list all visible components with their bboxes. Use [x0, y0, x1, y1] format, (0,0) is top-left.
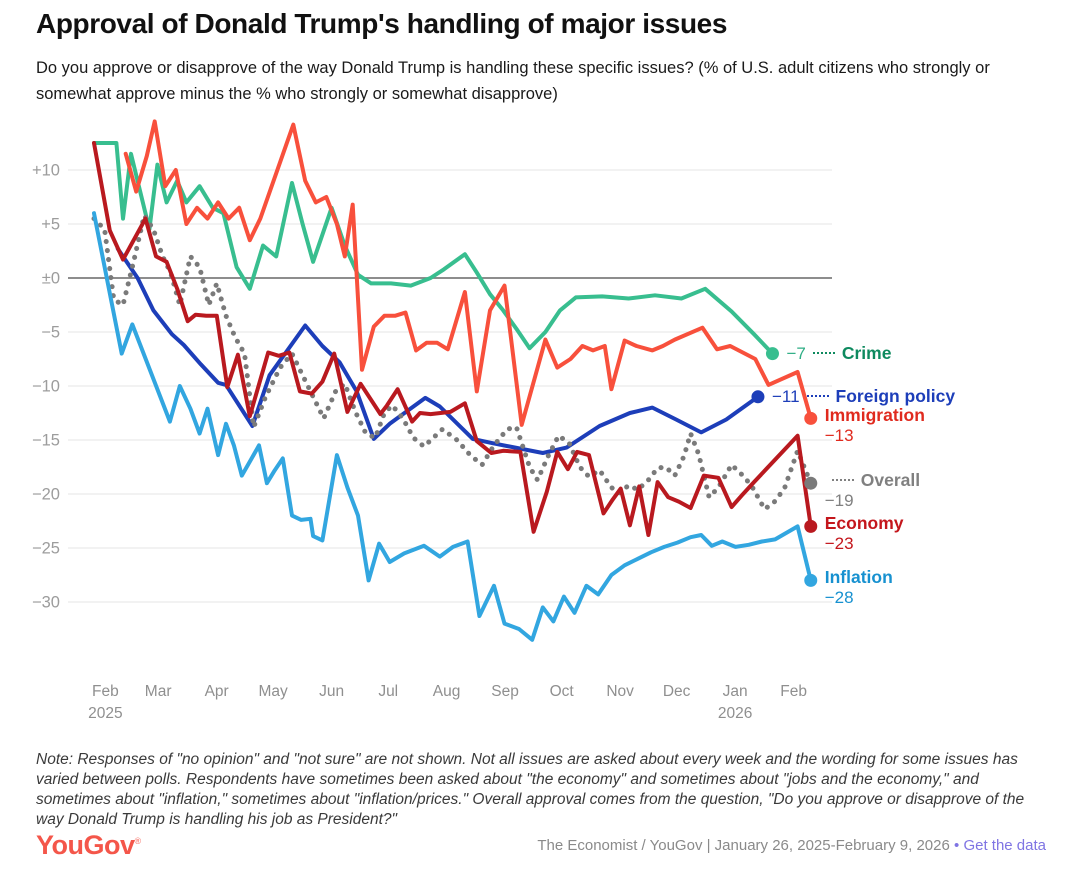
series-line-crime: [92, 141, 775, 356]
source-attribution: The Economist / YouGov | January 26, 202…: [537, 837, 950, 854]
source-line: The Economist / YouGov | January 26, 202…: [537, 837, 1046, 854]
x-month-label: Jan: [723, 683, 748, 700]
series-label-crime: −7 Crime: [786, 342, 892, 364]
x-month-label: Nov: [606, 683, 634, 700]
y-tick-label: +5: [41, 216, 60, 234]
x-month-label: Aug: [433, 683, 461, 700]
x-year-label: 2026: [718, 705, 752, 722]
footnote: Note: Responses of "no opinion" and "not…: [36, 751, 1025, 829]
y-tick-label: −30: [32, 594, 60, 612]
series-line-overall: [91, 212, 814, 512]
series-end-dot-foreign_policy: [751, 390, 765, 404]
chart-canvas: +10 +5 ±0 −5 −10 −15 −20 −25 −30 Feb 2025 Mar Apr May…: [32, 119, 832, 722]
series-end-dot-inflation: [804, 573, 818, 587]
y-tick-label: +10: [32, 162, 60, 180]
chart-subtitle: Do you approve or disapprove of the way …: [36, 59, 990, 103]
series-line-inflation: [92, 211, 813, 642]
x-year-label: 2025: [88, 705, 122, 722]
yougov-logo-text: YouGov: [36, 830, 135, 860]
registered-mark-icon: ®: [134, 836, 142, 846]
series-line-foreign_policy: [115, 246, 760, 455]
series-value-immigration: −13: [824, 426, 854, 446]
leader-dots-crime: [812, 351, 835, 354]
y-tick-label: −20: [32, 486, 60, 504]
series-value-crime: −7: [786, 343, 806, 363]
x-month-label: Feb: [780, 683, 807, 700]
series-name-overall: Overall: [860, 470, 921, 491]
series-end-dot-crime: [765, 347, 779, 361]
line-chart: +10 +5 ±0 −5 −10 −15 −20 −25 −30 Feb 2025 Mar Apr May…: [0, 118, 1080, 752]
series-line-immigration: [123, 119, 813, 427]
x-month-label: Jul: [378, 683, 398, 700]
x-month-label: Mar: [145, 683, 172, 700]
x-month-label: Apr: [205, 683, 229, 700]
x-month-label: Oct: [550, 683, 575, 700]
series-name-immigration: Immigration: [824, 405, 925, 426]
x-month-label: May: [258, 683, 288, 700]
y-tick-label: ±0: [42, 270, 60, 288]
x-month-label: Feb: [92, 683, 119, 700]
series-value-inflation: −28: [824, 588, 854, 608]
get-the-data-link[interactable]: Get the data: [963, 837, 1046, 854]
series-end-dot-immigration: [804, 411, 818, 425]
bullet-separator: •: [954, 837, 960, 854]
series-value-overall: −19: [824, 491, 854, 511]
x-month-label: Sep: [491, 683, 519, 700]
x-month-label: Dec: [663, 683, 691, 700]
series-value-economy: −23: [824, 534, 854, 554]
series-end-dot-economy: [804, 519, 818, 533]
series-label-foreign_policy: −11 Foreign policy: [771, 385, 956, 407]
leader-dots-foreign_policy: [806, 395, 829, 398]
x-month-label: Jun: [319, 683, 344, 700]
y-tick-label: −10: [32, 378, 60, 396]
y-tick-label: −5: [41, 324, 60, 342]
series-name-economy: Economy: [824, 513, 904, 534]
series-label-inflation: Inflation −28: [825, 568, 893, 608]
y-tick-label: −15: [32, 432, 60, 450]
series-name-crime: Crime: [841, 342, 892, 363]
series-name-foreign_policy: Foreign policy: [835, 385, 956, 406]
series-value-foreign_policy: −11: [771, 386, 800, 406]
series-label-immigration: Immigration −13: [825, 406, 925, 446]
series-name-inflation: Inflation: [824, 567, 893, 588]
leader-dots-overall: [831, 479, 854, 482]
series-label-economy: Economy −23: [825, 514, 904, 554]
yougov-logo: YouGov®: [36, 830, 141, 861]
series-end-dot-overall: [804, 476, 818, 490]
series-line-economy: [92, 141, 813, 537]
page-title: Approval of Donald Trump's handling of m…: [36, 8, 728, 39]
y-tick-label: −25: [32, 540, 60, 558]
series-label-overall: Overall −19: [825, 471, 920, 511]
